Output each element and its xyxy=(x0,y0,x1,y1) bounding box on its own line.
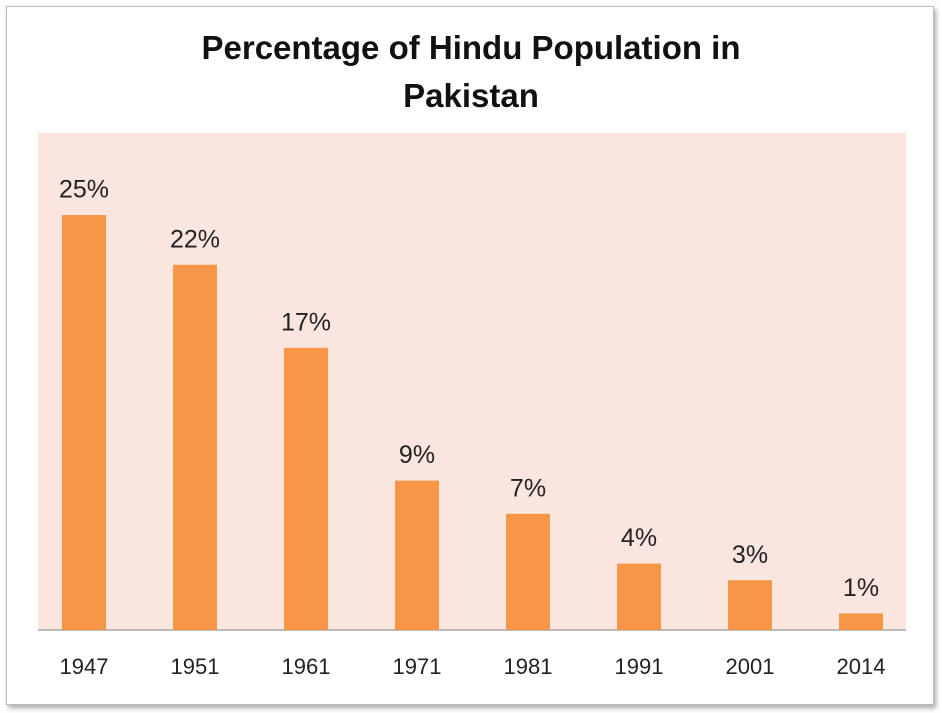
value-label: 7% xyxy=(510,474,546,502)
x-tick-label: 2001 xyxy=(726,654,775,679)
x-tick-label: 1961 xyxy=(282,654,331,679)
bar xyxy=(284,347,328,630)
bar xyxy=(506,513,550,630)
value-label: 17% xyxy=(281,308,331,336)
value-label: 1% xyxy=(843,574,879,602)
bar xyxy=(617,563,661,630)
value-label: 9% xyxy=(399,441,435,469)
bar xyxy=(62,215,106,630)
bar xyxy=(173,264,217,630)
x-tick-label: 1991 xyxy=(615,654,664,679)
x-tick-label: 1971 xyxy=(393,654,442,679)
value-label: 3% xyxy=(732,541,768,569)
bar xyxy=(839,613,883,630)
value-label: 22% xyxy=(170,225,220,253)
bar xyxy=(728,580,772,630)
plot-area xyxy=(38,133,906,630)
value-label: 25% xyxy=(59,176,109,204)
x-tick-label: 2014 xyxy=(837,654,886,679)
chart-title: Percentage of Hindu Population in Pakist… xyxy=(201,29,741,114)
x-tick-label: 1981 xyxy=(504,654,553,679)
bar xyxy=(395,480,439,630)
x-tick-label: 1951 xyxy=(171,654,220,679)
value-label: 4% xyxy=(621,524,657,552)
x-tick-label: 1947 xyxy=(60,654,109,679)
